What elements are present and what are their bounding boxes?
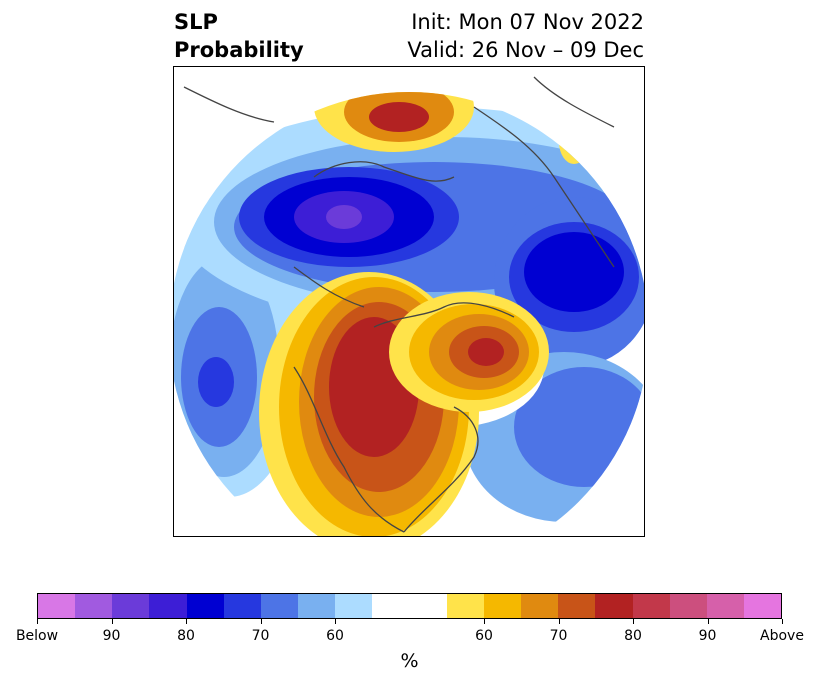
colorbar-swatch [743, 594, 782, 618]
colorbar-unit-label: % [400, 650, 419, 672]
map-panel [173, 66, 645, 537]
colorbar-swatch [223, 594, 261, 618]
colorbar-tick-mark [260, 619, 262, 624]
colorbar-tick-mark [37, 619, 38, 624]
colorbar-tick-label: 90 [102, 628, 121, 644]
title-right: Init: Mon 07 Nov 2022 Valid: 26 Nov – 09… [407, 8, 644, 64]
colorbar-tick-label: 60 [326, 628, 344, 644]
colorbar-tick-label: 70 [251, 628, 270, 644]
colorbar-swatch [372, 594, 410, 618]
colorbar-swatch [38, 594, 76, 618]
colorbar-swatch [75, 594, 113, 618]
colorbar-tick-mark [186, 619, 187, 624]
colorbar-swatch [446, 594, 484, 618]
east-asia-warm-region [559, 120, 589, 164]
colorbar-tick-label: Above [760, 628, 804, 644]
colorbar-tick-mark [782, 619, 783, 624]
init-date-label: Init: Mon 07 Nov 2022 [411, 10, 644, 34]
colorbar-tick-label: 70 [549, 628, 568, 644]
colorbar-swatch [335, 594, 373, 618]
colorbar-swatch [669, 594, 707, 618]
polar-map [174, 76, 644, 536]
colorbar-swatch [409, 594, 447, 618]
colorbar-swatch [149, 594, 187, 618]
colorbar-tick-label: 60 [475, 628, 493, 644]
colorbar [37, 593, 782, 619]
colorbar-swatch [483, 594, 522, 618]
title-variable: SLP [174, 10, 218, 34]
title-left: SLP Probability [174, 8, 304, 64]
colorbar-swatch [632, 594, 670, 618]
colorbar-tick-mark [707, 619, 709, 624]
colorbar-swatch [186, 594, 224, 618]
colorbar-tick-label: 80 [624, 628, 642, 644]
probability-field [174, 92, 644, 536]
colorbar-tick-label: 90 [698, 628, 717, 644]
colorbar-swatch [260, 594, 299, 618]
colorbar-swatch [112, 594, 150, 618]
coastlines [183, 76, 615, 533]
colorbar-swatch [521, 594, 559, 618]
colorbar-tick-mark [335, 619, 336, 624]
colorbar-swatch [595, 594, 633, 618]
colorbar-tick-mark [558, 619, 560, 624]
colorbar-tick-mark [484, 619, 485, 624]
colorbar-tick-label: 80 [177, 628, 195, 644]
colorbar-tick-mark [633, 619, 634, 624]
title-product: Probability [174, 38, 304, 62]
colorbar-tick-label: Below [15, 628, 59, 644]
colorbar-tick-mark [111, 619, 113, 624]
valid-period-label: Valid: 26 Nov – 09 Dec [407, 38, 644, 62]
colorbar-swatch [558, 594, 596, 618]
colorbar-swatch [298, 594, 336, 618]
colorbar-swatch [706, 594, 744, 618]
